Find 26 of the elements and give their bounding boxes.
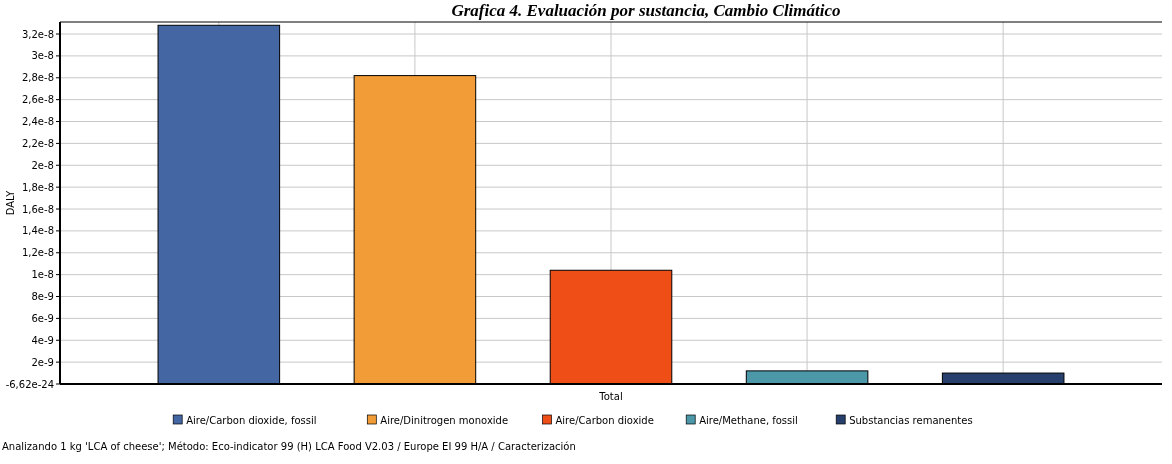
y-axis-title: DALY: [5, 189, 16, 216]
y-tick-label: 2,8e-8: [21, 72, 54, 84]
y-tick-label: 3e-8: [31, 50, 54, 62]
y-tick-label: 1,4e-8: [21, 225, 54, 237]
x-tick-label: Total: [598, 391, 623, 402]
y-tick-label: 4e-9: [31, 334, 54, 346]
y-tick-label: 2,2e-8: [21, 137, 54, 149]
legend-label: Aire/Methane, fossil: [699, 415, 798, 426]
y-tick-label: 6e-9: [31, 312, 54, 324]
text: Analizando 1 kg 'LCA of cheese'; Método: Eco-indicator 99 (H) LCA Food V2.03 / Europe EI 99 H/A / Caracterización: [2, 441, 576, 452]
legend-label: Aire/Dinitrogen monoxide: [380, 415, 509, 426]
legend-label: Substancias remanentes: [849, 415, 973, 426]
y-tick-label: 2e-9: [31, 356, 54, 368]
y-tick-label: -6,62e-24: [5, 378, 54, 390]
y-tick-label: 1,6e-8: [21, 203, 54, 215]
legend-label: Aire/Carbon dioxide: [555, 415, 654, 426]
y-tick-label: 1,8e-8: [21, 181, 54, 193]
y-tick-label: 2,4e-8: [21, 116, 54, 128]
y-tick-label: 8e-9: [31, 291, 54, 303]
y-tick-label: 1,2e-8: [21, 247, 54, 259]
y-tick-label: 2e-8: [31, 159, 54, 171]
y-tick-label: 3,2e-8: [21, 28, 54, 40]
legend-label: Aire/Carbon dioxide, fossil: [186, 415, 317, 426]
y-tick-label: 1e-8: [31, 269, 54, 281]
chart-title: Grafica 4. Evaluación por sustancia, Cambio Climático: [451, 1, 841, 20]
y-tick-label: 2,6e-8: [21, 94, 54, 106]
